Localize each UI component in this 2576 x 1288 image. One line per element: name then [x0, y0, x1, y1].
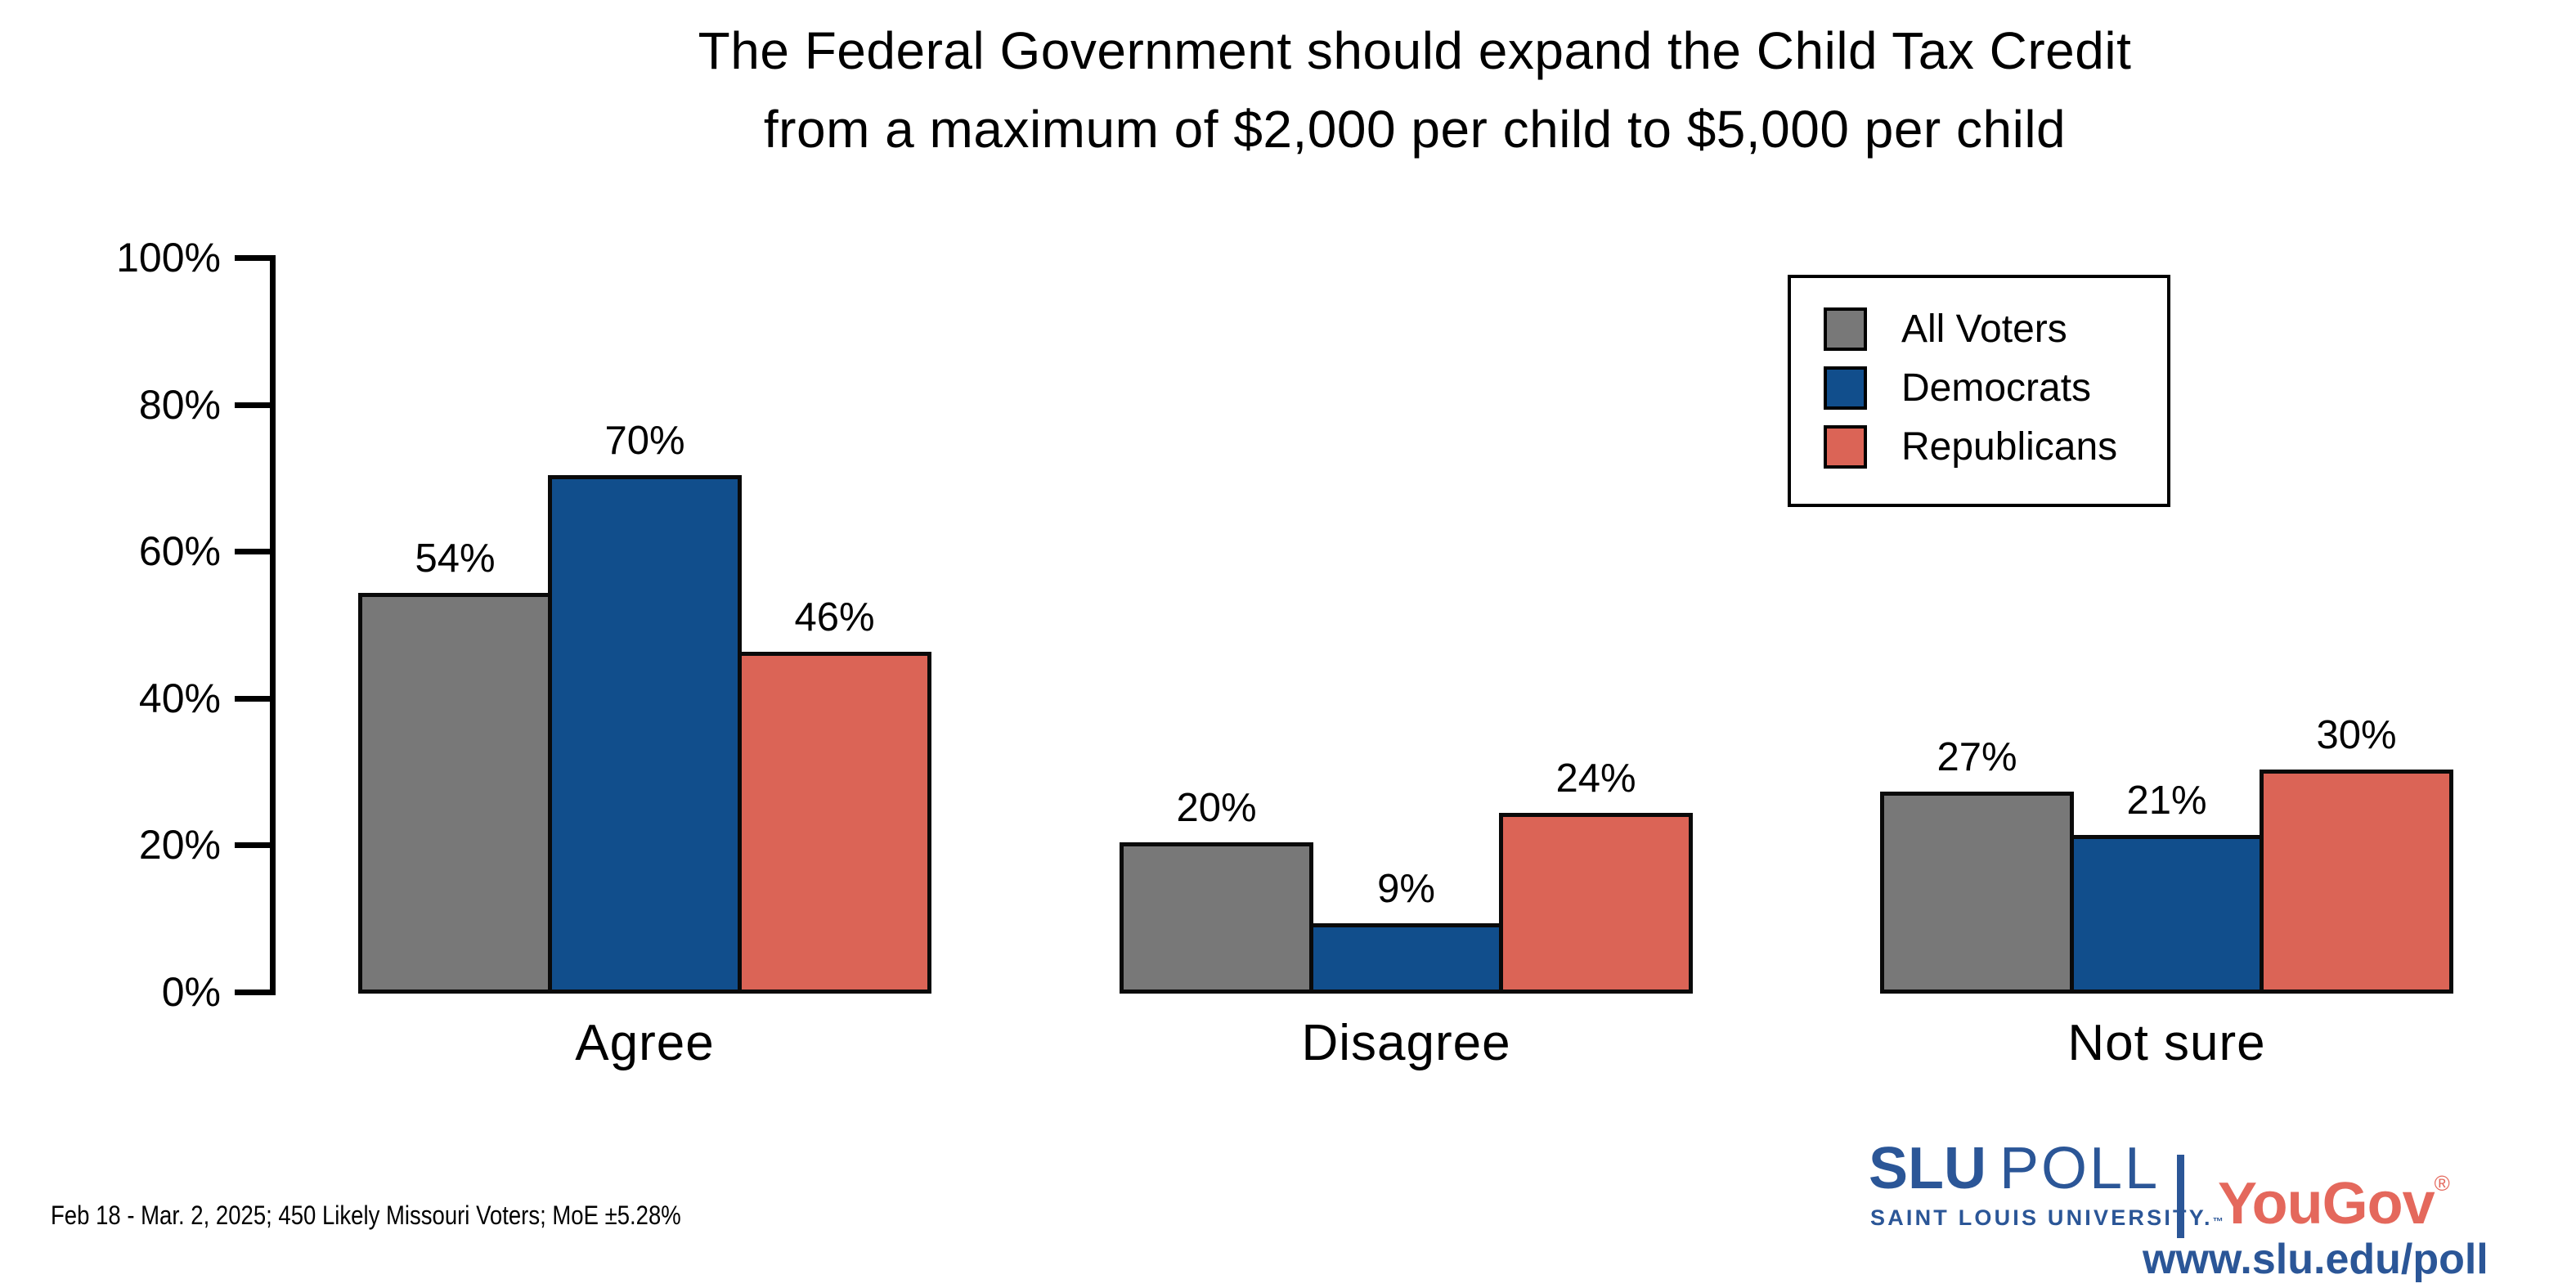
- bar-value-label: 46%: [794, 595, 875, 640]
- legend-item-republicans: Republicans: [1824, 420, 2117, 473]
- legend-swatch-all-voters-icon: [1824, 307, 1867, 351]
- legend-item-all-voters: All Voters: [1824, 303, 2067, 355]
- bar-value-label: 20%: [1176, 786, 1257, 831]
- category-label-not-sure: Not sure: [2067, 1015, 2266, 1071]
- bar-disagree-republicans: [1499, 813, 1693, 994]
- bar-value-label: 24%: [1555, 756, 1636, 801]
- y-tick-20: [235, 842, 272, 848]
- y-tick-80: [235, 402, 272, 408]
- registered-symbol: ®: [2434, 1171, 2450, 1196]
- y-tick-0: [235, 990, 272, 995]
- bar-group-disagree: 20% 9% 24%: [1120, 0, 1693, 994]
- bar-disagree-democrats: [1309, 923, 1503, 994]
- logo-divider: [2177, 1155, 2184, 1238]
- bar-value-label: 9%: [1377, 867, 1435, 912]
- yougov-logo-text: YouGov: [2218, 1171, 2435, 1236]
- slu-poll-logo: SLU POLL: [1869, 1137, 2160, 1200]
- bar-not-sure-democrats: [2070, 835, 2264, 994]
- bar-group-agree: 54% 70% 46%: [358, 0, 931, 994]
- y-tick-60: [235, 549, 272, 554]
- legend: All Voters Democrats Republicans: [1788, 275, 2170, 507]
- bar-value-label: 21%: [2126, 779, 2207, 824]
- bar-value-label: 54%: [415, 536, 496, 581]
- source-note: Feb 18 - Mar. 2, 2025; 450 Likely Missou…: [51, 1200, 681, 1230]
- bar-value-label: 27%: [1936, 734, 2017, 779]
- chart-title-line1: The Federal Government should expand the…: [698, 21, 2132, 80]
- y-axis-line: [270, 255, 276, 995]
- chart-title-line2: from a maximum of $2,000 per child to $5…: [763, 100, 2067, 159]
- yougov-logo: YouGov®: [2218, 1151, 2450, 1236]
- y-tick-label-40: 40%: [138, 675, 221, 721]
- legend-label: Republicans: [1901, 424, 2118, 469]
- bar-not-sure-republicans: [2260, 769, 2453, 994]
- legend-item-democrats: Democrats: [1824, 361, 2091, 414]
- y-tick-label-20: 20%: [138, 822, 221, 868]
- legend-label: Democrats: [1901, 366, 2092, 410]
- legend-swatch-democrats-icon: [1824, 366, 1867, 410]
- slu-poll-url-link[interactable]: www.slu.edu/poll: [2143, 1236, 2488, 1283]
- legend-label: All Voters: [1901, 307, 2067, 351]
- y-tick-label-100: 100%: [116, 235, 221, 280]
- y-tick-label-60: 60%: [138, 528, 221, 574]
- slu-subtitle-text: SAINT LOUIS UNIVERSITY.: [1870, 1205, 2213, 1230]
- slu-logo-text: SLU: [1869, 1136, 1986, 1201]
- legend-swatch-republicans-icon: [1824, 424, 1867, 469]
- bar-agree-all-voters: [358, 593, 552, 994]
- bar-agree-republicans: [738, 651, 931, 994]
- y-tick-label-0: 0%: [161, 969, 221, 1015]
- poll-logo-text: POLL: [1999, 1136, 2161, 1201]
- bar-agree-democrats: [548, 475, 742, 994]
- bar-disagree-all-voters: [1120, 842, 1313, 994]
- bar-value-label: 70%: [604, 419, 685, 464]
- bar-group-not-sure: 27% 21% 30%: [1880, 0, 2453, 994]
- chart-title: The Federal Government should expand the…: [311, 11, 2519, 168]
- slu-university-subtitle: SAINT LOUIS UNIVERSITY.™: [1870, 1205, 2224, 1231]
- y-tick-100: [235, 255, 272, 261]
- category-label-agree: Agree: [575, 1015, 715, 1071]
- category-label-disagree: Disagree: [1301, 1015, 1511, 1071]
- y-tick-40: [235, 696, 272, 702]
- trademark-symbol: ™: [2212, 1215, 2224, 1227]
- y-tick-label-80: 80%: [138, 382, 221, 428]
- bar-value-label: 30%: [2316, 712, 2397, 757]
